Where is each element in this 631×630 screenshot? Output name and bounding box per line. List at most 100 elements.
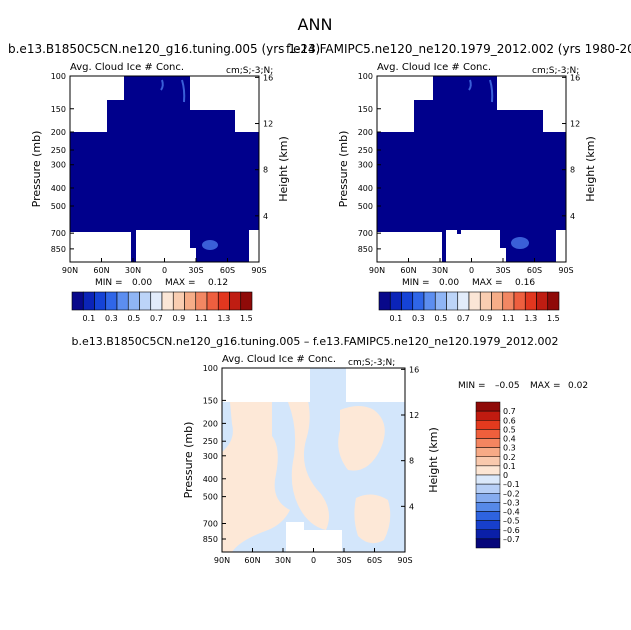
colorbar-swatch — [491, 291, 504, 311]
panel-right-ylabel: Pressure (mb) — [337, 131, 350, 208]
colorbar-swatch — [475, 429, 501, 439]
colorbar-swatch — [105, 291, 118, 311]
colorbar-swatch — [206, 291, 219, 311]
colorbar-swatch — [475, 474, 501, 485]
panel-left-units: cm;S;-3;N; — [226, 66, 273, 76]
y-tick-label: 300 — [358, 161, 373, 170]
y-tick-label: 300 — [203, 452, 218, 461]
y-tick-label: 300 — [51, 161, 66, 170]
panel-right-axes: 90N 60N 30N 0 30S 60S 90S 100 150 200 250 300 400 500… — [358, 72, 580, 275]
panel-diff-min-value: –0.05 — [495, 381, 520, 391]
y-tick-label: 100 — [203, 364, 218, 373]
field-mask — [70, 76, 259, 262]
panel-diff-units: cm;S;-3;N; — [348, 358, 395, 368]
colorbar-swatch — [475, 502, 501, 512]
y-tick-label: 400 — [51, 184, 66, 193]
panel-diff: Avg. Cloud Ice # Conc. cm;S;-3;N; 90N 60N… — [182, 354, 588, 565]
y-tick-label: 150 — [358, 105, 373, 114]
panel-left-title: Avg. Cloud Ice # Conc. — [70, 62, 184, 73]
panel-right-min-value: 0.00 — [439, 278, 459, 288]
panel-right-title: Avg. Cloud Ice # Conc. — [377, 62, 491, 73]
colorbar-swatch — [475, 520, 501, 530]
colorbar-label: 0.5 — [503, 425, 516, 434]
y-tick-label: 500 — [51, 202, 66, 211]
y-tick-label: 250 — [51, 146, 66, 155]
colorbar-label: 1.1 — [502, 314, 515, 323]
colorbar-label: 1.5 — [240, 314, 253, 323]
colorbar-left: 0.1 0.3 0.5 0.7 0.9 1.1 1.3 1.5 — [71, 291, 253, 323]
panel-diff-max-label: MAX = — [530, 381, 561, 391]
colorbar-label: 0.7 — [503, 407, 516, 416]
colorbar-swatch — [524, 291, 537, 311]
colorbar-label: 0.1 — [390, 314, 403, 323]
colorbar-swatch — [229, 291, 242, 311]
x-tick-label: 90N — [62, 266, 78, 275]
colorbar-swatch — [479, 291, 492, 311]
colorbar-swatch — [423, 291, 436, 311]
colorbar-swatch — [401, 291, 414, 311]
y-right-tick-label: 8 — [570, 166, 575, 175]
colorbar-label: –0.6 — [503, 526, 520, 535]
panel-left: Avg. Cloud Ice # Conc. cm;S;-3;N; 90N 60N… — [30, 62, 290, 323]
colorbar-label: 0.7 — [150, 314, 163, 323]
field-blob — [511, 237, 529, 249]
y-tick-label: 850 — [358, 245, 373, 254]
y-tick-label: 150 — [51, 105, 66, 114]
panel-left-ylabel-right: Height (km) — [277, 136, 290, 202]
colorbar-swatch — [434, 291, 447, 311]
colorbar-label: 1.1 — [195, 314, 208, 323]
diff-title: b.e13.B1850C5CN.ne120_g16.tuning.005 – f… — [72, 335, 559, 348]
panel-diff-ylabel-right: Height (km) — [427, 427, 440, 493]
panel-right-max-value: 0.16 — [515, 278, 535, 288]
y-tick-label: 700 — [203, 519, 218, 528]
y-tick-label: 400 — [358, 184, 373, 193]
colorbar-swatch — [475, 447, 501, 457]
y-tick-label: 700 — [358, 229, 373, 238]
y-right-tick-label: 12 — [409, 411, 419, 420]
colorbar-swatch — [475, 456, 501, 467]
panel-right: Avg. Cloud Ice # Conc. cm;S;-3;N; 90N 60N… — [337, 62, 597, 323]
colorbar-swatch — [446, 291, 459, 311]
x-tick-label: 60N — [244, 556, 260, 565]
colorbar-swatch — [217, 291, 230, 311]
colorbar-swatch — [475, 420, 501, 430]
x-tick-label: 60S — [367, 556, 382, 565]
panel-right-units: cm;S;-3;N; — [532, 66, 579, 76]
x-tick-label: 60N — [400, 266, 416, 275]
panel-right-min-label: MIN = — [402, 278, 430, 288]
missing-region — [346, 368, 405, 402]
panel-right-ylabel-right: Height (km) — [584, 136, 597, 202]
colorbar-label: 0.9 — [173, 314, 186, 323]
y-tick-label: 200 — [51, 128, 66, 137]
x-tick-label: 30N — [125, 266, 141, 275]
y-right-tick-label: 8 — [263, 166, 268, 175]
positive-region — [338, 406, 385, 471]
colorbar-swatch — [172, 291, 185, 311]
panel-left-field — [70, 76, 259, 262]
colorbar-label: 0.5 — [128, 314, 141, 323]
y-tick-label: 200 — [203, 419, 218, 428]
panel-left-max-value: 0.12 — [208, 278, 228, 288]
colorbar-swatch — [475, 493, 501, 503]
colorbar-swatch — [513, 291, 526, 311]
colorbar-label: –0.5 — [503, 517, 520, 526]
colorbar-swatch — [536, 291, 549, 311]
colorbar-swatch — [150, 291, 163, 311]
colorbar-swatch — [378, 291, 391, 311]
y-tick-label: 100 — [51, 72, 66, 81]
colorbar-right: 0.1 0.3 0.5 0.7 0.9 1.1 1.3 1.5 — [378, 291, 560, 323]
x-tick-label: 0 — [469, 266, 474, 275]
positive-region — [354, 494, 391, 544]
x-tick-label: 0 — [311, 556, 316, 565]
panel-diff-title: Avg. Cloud Ice # Conc. — [222, 354, 336, 365]
colorbar-label: 0.6 — [503, 416, 516, 425]
y-tick-label: 700 — [51, 229, 66, 238]
x-tick-label: 60N — [93, 266, 109, 275]
colorbar-swatch — [389, 291, 402, 311]
panel-diff-ylabel: Pressure (mb) — [182, 422, 195, 499]
x-tick-label: 90S — [558, 266, 573, 275]
y-tick-label: 250 — [203, 437, 218, 446]
y-tick-label: 150 — [203, 396, 218, 405]
colorbar-label: 0.1 — [83, 314, 96, 323]
